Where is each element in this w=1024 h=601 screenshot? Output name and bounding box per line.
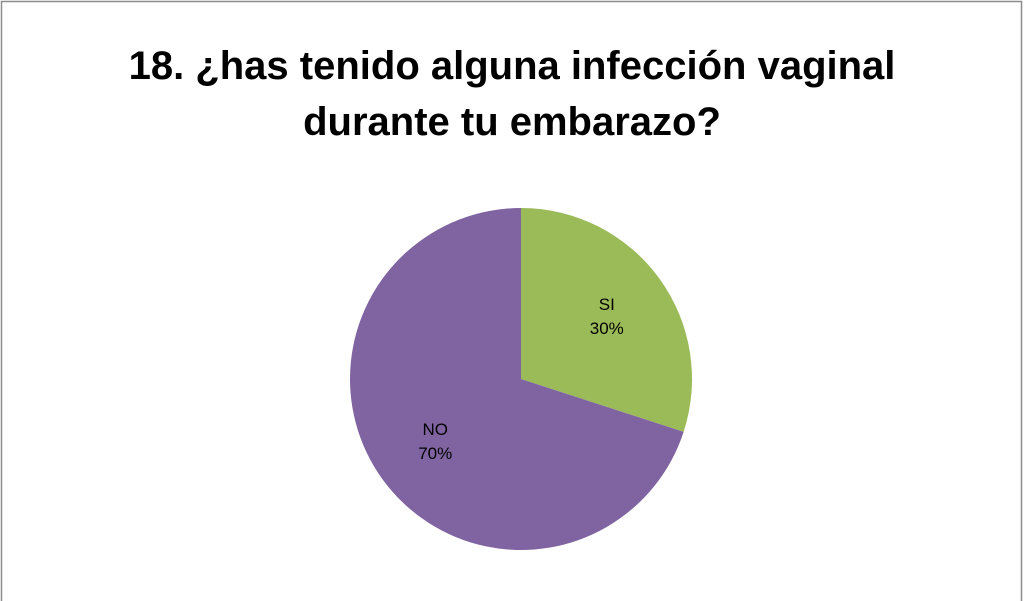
chart-title: 18. ¿has tenido alguna infección vaginal…: [128, 44, 896, 144]
pie-slice: [350, 208, 684, 550]
slice-category-label: SI: [599, 295, 615, 314]
slice-value-label: 30%: [590, 319, 624, 338]
slice-category-label: NO: [422, 420, 448, 439]
slice-value-label: 70%: [418, 444, 452, 463]
pie-slice: [521, 208, 692, 432]
